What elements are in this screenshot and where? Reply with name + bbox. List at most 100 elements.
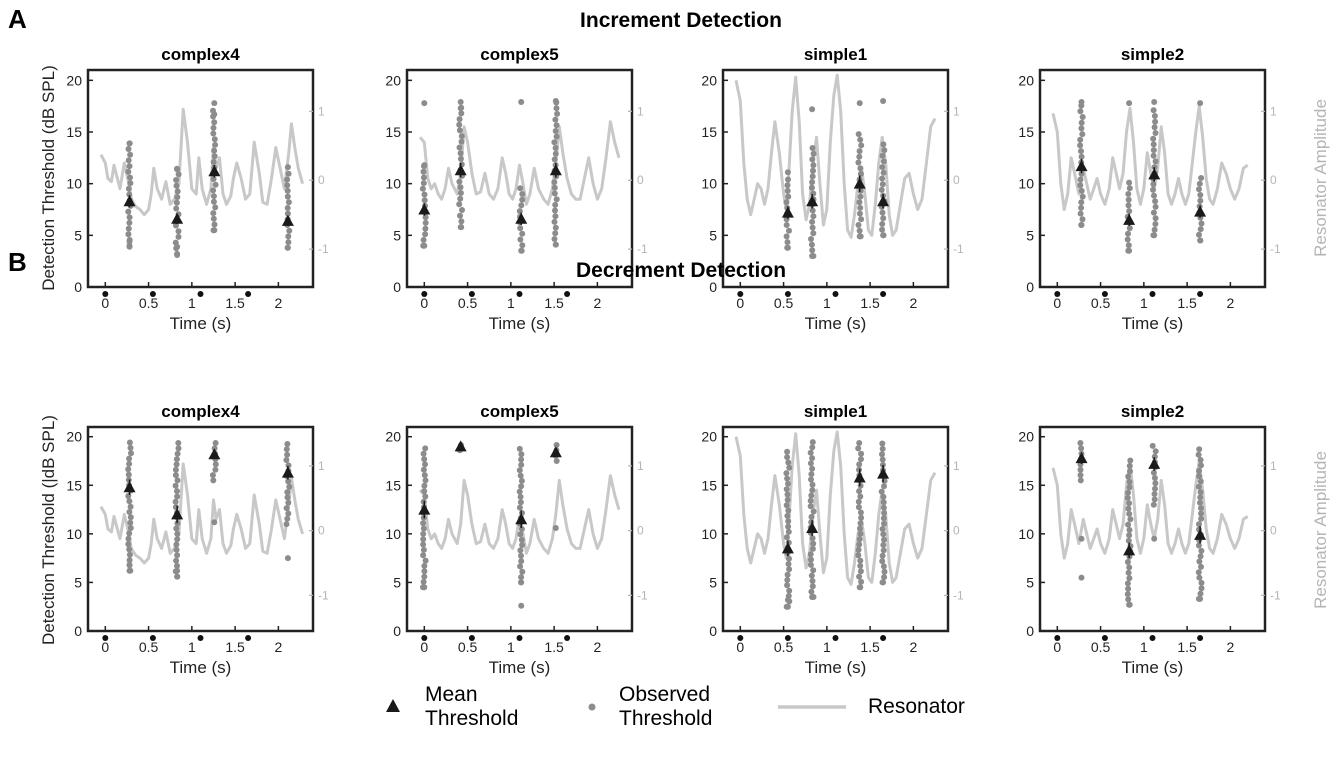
observed-point xyxy=(210,124,217,131)
observed-point xyxy=(173,461,180,468)
axes-box xyxy=(86,68,315,289)
observed-point xyxy=(174,567,181,574)
observed-point xyxy=(881,574,888,581)
observed-point xyxy=(1078,170,1085,177)
observed-point xyxy=(856,461,863,468)
beat-dot xyxy=(421,635,428,641)
x-axis-label: Time (s) xyxy=(489,658,551,677)
observed-point xyxy=(1151,164,1158,171)
observed-point xyxy=(125,535,132,542)
x-tick-label: 0.5 xyxy=(774,639,794,655)
observed-point xyxy=(284,210,291,217)
y-tick-label: 15 xyxy=(385,124,401,140)
observed-point xyxy=(554,110,561,117)
observed-point xyxy=(421,242,428,249)
observed-point xyxy=(553,122,560,129)
observed-point xyxy=(784,169,791,176)
observed-point xyxy=(784,577,791,583)
observed-point xyxy=(174,536,181,543)
x-tick-label: 1 xyxy=(507,295,515,311)
observed-point xyxy=(174,450,181,457)
observed-point xyxy=(810,167,816,174)
observed-point xyxy=(856,153,863,160)
y-tick-label: 20 xyxy=(385,72,401,88)
observed-point xyxy=(1077,182,1084,189)
y-tick-label: 20 xyxy=(1018,429,1034,445)
observed-point xyxy=(785,518,792,525)
observed-point xyxy=(879,451,885,458)
observed-point xyxy=(553,442,560,448)
observed-point xyxy=(284,515,291,522)
y-tick-label: 10 xyxy=(701,526,717,542)
observed-point xyxy=(125,231,132,238)
observed-point xyxy=(810,213,817,220)
observed-point xyxy=(1126,510,1133,517)
observed-point xyxy=(421,197,428,204)
y-tick-label: 15 xyxy=(385,477,401,493)
mean-marker xyxy=(281,214,294,226)
observed-point xyxy=(210,187,217,194)
observed-point xyxy=(783,470,790,477)
y-tick-label: 15 xyxy=(701,477,717,493)
observed-point xyxy=(858,216,865,223)
observed-point xyxy=(1151,124,1158,131)
axes-box xyxy=(86,425,315,633)
resonator-line xyxy=(734,73,937,239)
observed-point xyxy=(857,520,864,527)
observed-point xyxy=(173,177,180,183)
observed-point xyxy=(420,520,427,527)
observed-point xyxy=(878,186,885,193)
observed-point xyxy=(126,439,133,446)
observed-cluster xyxy=(125,439,134,574)
observed-point xyxy=(211,227,218,234)
observed-point xyxy=(519,568,526,575)
observed-point xyxy=(1197,237,1204,244)
right-tick-label: 1 xyxy=(953,459,960,473)
y-tick-label: 0 xyxy=(393,623,401,639)
observed-point xyxy=(1151,496,1158,503)
x-tick-label: 1.5 xyxy=(1177,639,1197,655)
observed-point xyxy=(879,456,886,463)
observed-point xyxy=(174,530,181,537)
observed-point xyxy=(1197,499,1203,506)
observed-point xyxy=(1124,236,1131,243)
observed-point xyxy=(880,232,887,239)
observed-point xyxy=(517,225,524,232)
observed-point xyxy=(1125,569,1132,576)
observed-point xyxy=(210,176,217,182)
observed-point xyxy=(125,493,132,499)
observed-point xyxy=(552,98,559,104)
observed-point xyxy=(1078,445,1085,452)
right-tick-label: 1 xyxy=(953,104,960,118)
observed-point xyxy=(784,603,791,610)
observed-point xyxy=(421,562,428,569)
observed-point xyxy=(420,541,427,548)
observed-point xyxy=(420,174,427,181)
observed-point xyxy=(809,253,816,259)
subplot-title: simple2 xyxy=(1121,45,1184,64)
mean-marker xyxy=(208,448,221,460)
observed-point xyxy=(551,190,558,197)
observed-point xyxy=(422,461,428,468)
observed-point xyxy=(1077,108,1084,115)
mean-marker xyxy=(549,164,562,176)
observed-point xyxy=(174,166,181,173)
observed-point xyxy=(1078,199,1085,206)
observed-point xyxy=(1125,505,1132,512)
observed-point xyxy=(284,451,291,458)
y-tick-label: 0 xyxy=(709,279,717,295)
right-tick-label: 1 xyxy=(1270,459,1277,473)
mean-marker xyxy=(171,508,184,520)
observed-point xyxy=(126,561,133,568)
observed-point xyxy=(1078,187,1085,194)
observed-point xyxy=(126,460,133,467)
observed-point xyxy=(857,482,864,489)
subplot-title: complex5 xyxy=(480,402,558,421)
y-tick-label: 15 xyxy=(1018,124,1034,140)
axes-box xyxy=(1038,68,1267,289)
observed-point xyxy=(1124,559,1131,565)
observed-point xyxy=(1197,226,1204,233)
